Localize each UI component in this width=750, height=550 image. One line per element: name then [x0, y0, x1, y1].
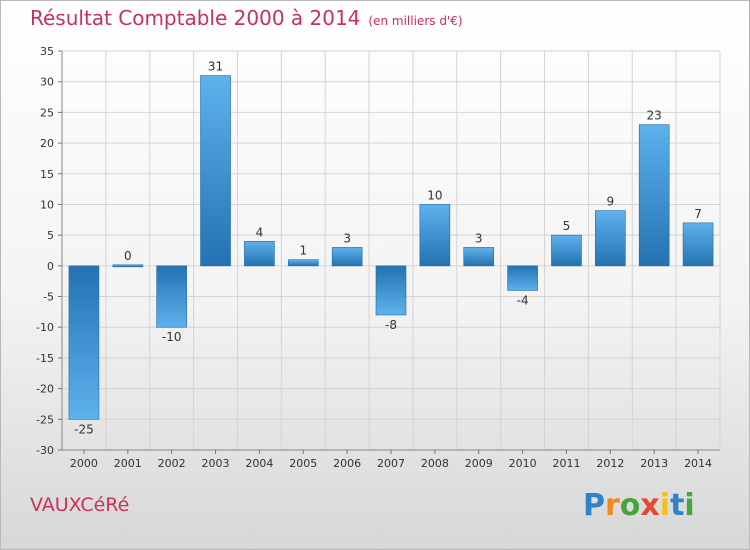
bar	[419, 204, 451, 267]
logo-letter: o	[619, 488, 641, 523]
chart-subtitle: (en milliers d'€)	[368, 14, 463, 28]
chart-title: Résultat Comptable 2000 à 2014 (en millie…	[30, 6, 463, 30]
data-label: -10	[162, 330, 182, 344]
data-labels: -25 0 -10 31 4 1 3 -8 10 3 -4 5 9 23 7	[74, 60, 702, 437]
y-tick-label: 30	[40, 76, 54, 89]
data-label: 10	[427, 188, 442, 202]
bar	[68, 265, 100, 420]
data-label: 7	[694, 207, 702, 221]
y-tick-label: -20	[36, 383, 54, 396]
data-label: 9	[607, 195, 615, 209]
x-tick-label: 2007	[377, 457, 405, 470]
y-tick-label: 5	[47, 229, 54, 242]
x-tick-label: 2004	[245, 457, 273, 470]
logo-letter: x	[640, 488, 660, 523]
data-label: 0	[124, 249, 132, 263]
title-text: Résultat Comptable 2000 à 2014	[30, 6, 361, 30]
logo-letter: i	[659, 488, 671, 523]
data-label: -4	[517, 293, 529, 307]
data-label: 1	[299, 244, 307, 258]
data-label: 5	[563, 219, 571, 233]
data-label: -8	[385, 318, 397, 332]
bar	[112, 264, 144, 268]
bar	[682, 222, 714, 267]
data-label: 3	[343, 231, 351, 245]
bar	[200, 75, 231, 267]
y-tick-label: -25	[36, 413, 54, 426]
x-tick-label: 2005	[289, 457, 317, 470]
x-tick-label: 2003	[202, 457, 230, 470]
y-tick-label: 0	[47, 260, 54, 273]
x-tick-label: 2001	[114, 457, 142, 470]
bar	[507, 265, 538, 291]
bar	[551, 234, 582, 267]
data-label: 31	[208, 60, 223, 74]
y-tick-label: 25	[40, 106, 54, 119]
data-label: 4	[256, 225, 264, 239]
logo-letter: r	[605, 488, 620, 523]
x-tick-label: 2014	[684, 457, 712, 470]
data-label: 23	[647, 109, 662, 123]
x-tick-label: 2006	[333, 457, 361, 470]
x-tick-label: 2000	[70, 457, 98, 470]
bar	[375, 265, 407, 316]
x-tick-label: 2011	[552, 457, 580, 470]
bar	[287, 259, 319, 267]
x-tick-label: 2013	[640, 457, 668, 470]
x-tick-label: 2012	[596, 457, 624, 470]
logo-letter: t	[670, 488, 685, 523]
y-tick-label: 20	[40, 137, 54, 150]
logo-letter: i	[684, 488, 695, 523]
bar	[638, 124, 670, 267]
y-tick-label: -30	[36, 444, 54, 457]
y-tick-label: -15	[36, 352, 54, 365]
logo-letter: P	[583, 488, 605, 523]
proxiti-logo: Proxiti	[583, 488, 695, 523]
y-tick-label: 10	[40, 198, 54, 211]
bar	[463, 247, 495, 267]
bar	[156, 265, 187, 328]
data-label: -25	[74, 422, 94, 436]
x-tick-label: 2002	[158, 457, 186, 470]
commune-name: VAUXCéRé	[30, 494, 130, 516]
y-tick-label: -10	[36, 321, 54, 334]
bar	[331, 247, 363, 267]
y-tick-label: -5	[43, 291, 54, 304]
bars	[68, 75, 714, 420]
bar	[595, 210, 626, 267]
x-tick-label: 2008	[421, 457, 449, 470]
x-tick-label: 2010	[509, 457, 537, 470]
y-tick-label: 15	[40, 168, 54, 181]
x-tick-label: 2009	[465, 457, 493, 470]
bar	[244, 240, 275, 267]
y-tick-label: 35	[40, 45, 54, 58]
data-label: 3	[475, 231, 483, 245]
